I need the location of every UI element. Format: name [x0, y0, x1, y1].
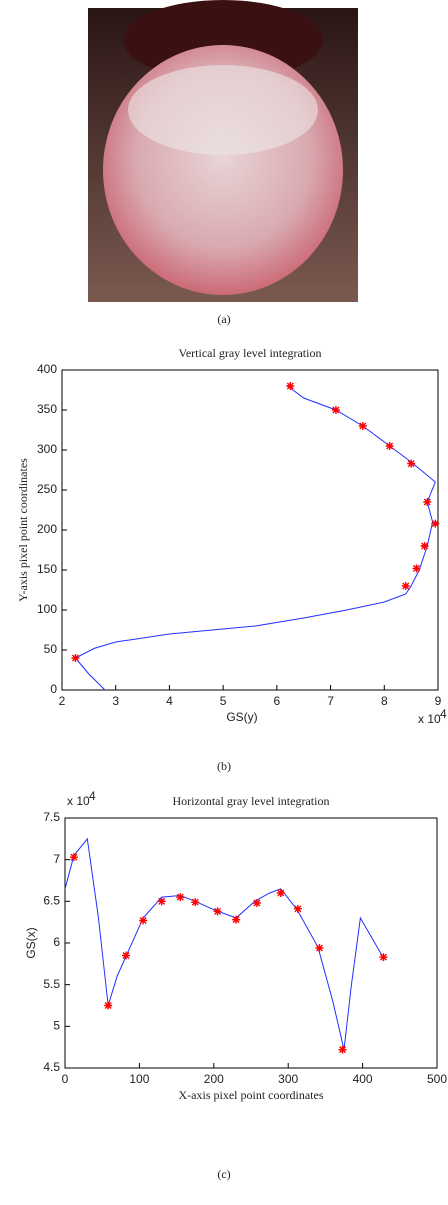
x-tick-label: 6: [274, 694, 281, 708]
axis-multiplier: x 10: [67, 794, 90, 808]
y-tick-label: 4.5: [43, 1060, 60, 1074]
chart-title: Vertical gray level integration: [179, 346, 322, 360]
caption: (a): [217, 312, 230, 326]
y-tick-label: 6: [53, 935, 60, 949]
x-tick-label: 4: [166, 694, 173, 708]
chart-title: Horizontal gray level integration: [173, 794, 330, 808]
caption: (c): [217, 1167, 230, 1181]
y-axis-label: Y-axis pixel point coordinates: [16, 458, 30, 602]
star-marker: [338, 1045, 347, 1054]
star-marker: [139, 916, 148, 925]
star-marker: [157, 897, 166, 906]
y-axis-label: GS(x): [24, 927, 38, 958]
star-marker: [401, 582, 410, 590]
star-marker: [358, 422, 367, 430]
star-marker: [431, 519, 440, 528]
axis-multiplier: x 10: [418, 712, 441, 726]
y-tick-label: 300: [37, 442, 57, 456]
x-tick-label: 9: [435, 694, 442, 708]
y-tick-label: 100: [37, 602, 57, 616]
y-tick-label: 5: [53, 1019, 60, 1033]
star-marker: [379, 953, 388, 962]
star-marker: [420, 542, 429, 550]
star-marker: [191, 898, 200, 907]
x-axis-label: X-axis pixel point coordinates: [179, 1088, 324, 1102]
x-axis-label: GS(y): [226, 710, 257, 724]
y-tick-label: 250: [37, 482, 57, 496]
y-tick-label: 150: [37, 562, 57, 576]
star-marker: [286, 382, 295, 390]
star-marker: [213, 907, 222, 916]
x-tick-label: 8: [381, 694, 388, 708]
star-marker: [412, 564, 421, 573]
star-marker: [252, 899, 261, 907]
star-marker: [331, 406, 340, 414]
x-tick-label: 0: [62, 1072, 69, 1086]
tongue-photo: [88, 0, 358, 302]
x-tick-label: 300: [278, 1072, 298, 1086]
x-tick-label: 100: [129, 1072, 149, 1086]
series-line: [64, 837, 384, 1050]
star-marker: [176, 893, 185, 902]
y-tick-label: 6.5: [43, 894, 60, 908]
star-marker: [385, 442, 394, 450]
x-tick-label: 3: [112, 694, 119, 708]
star-marker: [315, 944, 324, 952]
x-tick-label: 7: [327, 694, 334, 708]
y-tick-label: 400: [37, 362, 57, 376]
star-marker: [276, 889, 285, 897]
y-tick-label: 5.5: [43, 977, 60, 991]
y-tick-label: 200: [37, 522, 57, 536]
star-marker: [122, 951, 131, 960]
axis-multiplier-exponent: 4: [89, 789, 96, 803]
y-tick-label: 7: [53, 852, 60, 866]
star-marker: [407, 459, 416, 468]
star-marker: [71, 654, 80, 662]
y-tick-label: 350: [37, 402, 57, 416]
x-tick-label: 400: [353, 1072, 373, 1086]
star-marker: [69, 853, 78, 862]
x-tick-label: 200: [204, 1072, 224, 1086]
plot-frame: [64, 817, 438, 1069]
star-marker: [232, 915, 241, 924]
star-marker: [104, 1001, 113, 1010]
x-tick-label: 2: [59, 694, 66, 708]
series-line: [74, 385, 436, 691]
y-tick-label: 50: [44, 642, 58, 656]
axis-multiplier-exponent: 4: [440, 707, 447, 721]
y-tick-label: 7.5: [43, 810, 60, 824]
star-marker: [423, 498, 432, 506]
x-tick-label: 5: [220, 694, 227, 708]
caption: (b): [217, 759, 231, 773]
star-marker: [293, 904, 302, 913]
y-tick-label: 0: [50, 682, 57, 696]
x-tick-label: 500: [427, 1072, 447, 1086]
